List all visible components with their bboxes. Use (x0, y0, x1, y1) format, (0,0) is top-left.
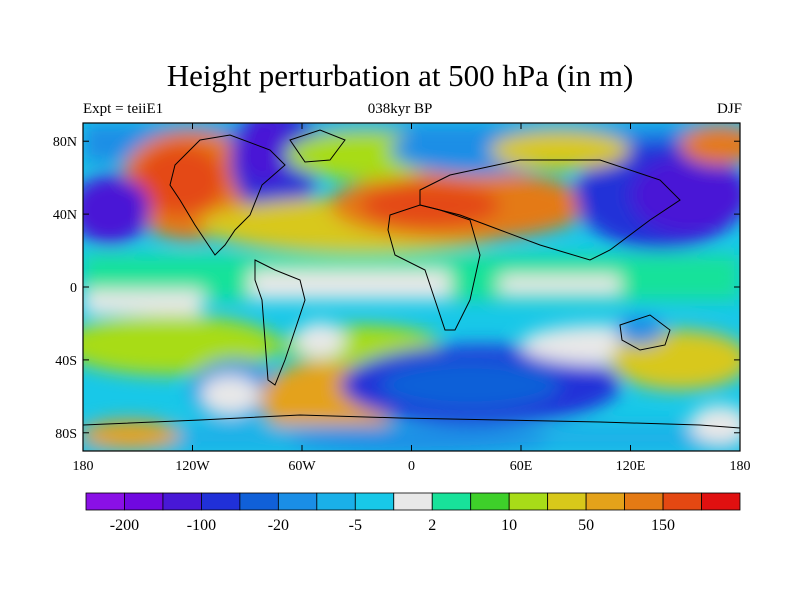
x-tick-label: 120W (175, 459, 210, 474)
colorbar-swatch (701, 492, 741, 511)
colorbar-swatch (85, 492, 125, 511)
colorbar-swatch (662, 492, 702, 511)
colorbar-label: -200 (110, 517, 139, 534)
colorbar-label: 50 (578, 517, 594, 534)
colorbar-label: 150 (651, 517, 675, 534)
colorbar-swatch (162, 492, 202, 511)
colorbar-swatch (470, 492, 510, 511)
y-tick-label: 80N (53, 135, 77, 150)
colorbar-label: -100 (187, 517, 216, 534)
y-tick-label: 40S (55, 354, 77, 369)
map-axes: 180 120W 60W 0 60E 120E 180 80N 40N 0 40S 80S (53, 123, 751, 474)
x-tick-label: 180 (730, 459, 751, 474)
colorbar-swatch (547, 492, 587, 511)
colorbar-label: 10 (501, 517, 517, 534)
y-tick-label: 80S (55, 427, 77, 442)
colorbar-swatch (393, 492, 433, 511)
colorbar-swatch (431, 492, 472, 511)
subtitle-experiment: Expt = teiiE1 (83, 101, 164, 117)
colorbar: -200 -100 -20 -5 2 10 50 150 (85, 492, 741, 534)
colorbar-swatch (124, 492, 164, 511)
y-tick-label: 0 (70, 281, 77, 296)
colorbar-label: -5 (349, 517, 362, 534)
subtitle-season: DJF (716, 101, 742, 117)
coastlines (83, 129, 740, 429)
colorbar-swatch (354, 492, 395, 511)
x-tick-label: 60E (510, 459, 533, 474)
y-tick-label: 40N (53, 208, 77, 223)
colorbar-swatch (201, 492, 241, 511)
subtitle-period: 038kyr BP (367, 101, 433, 117)
x-tick-label: 120E (616, 459, 646, 474)
colorbar-label: -20 (268, 517, 289, 534)
x-tick-label: 180 (73, 459, 94, 474)
colorbar-swatch (277, 492, 318, 511)
colorbar-label: 2 (428, 517, 436, 534)
colorbar-swatch (585, 492, 625, 511)
height-perturbation-field (83, 123, 740, 451)
colorbar-swatch (624, 492, 664, 511)
x-tick-label: 0 (408, 459, 415, 474)
colorbar-swatch (508, 492, 549, 511)
colorbar-swatch (316, 492, 356, 511)
colorbar-swatch (239, 492, 279, 511)
x-tick-label: 60W (288, 459, 316, 474)
plot-title: Height perturbation at 500 hPa (in m) (166, 58, 634, 93)
